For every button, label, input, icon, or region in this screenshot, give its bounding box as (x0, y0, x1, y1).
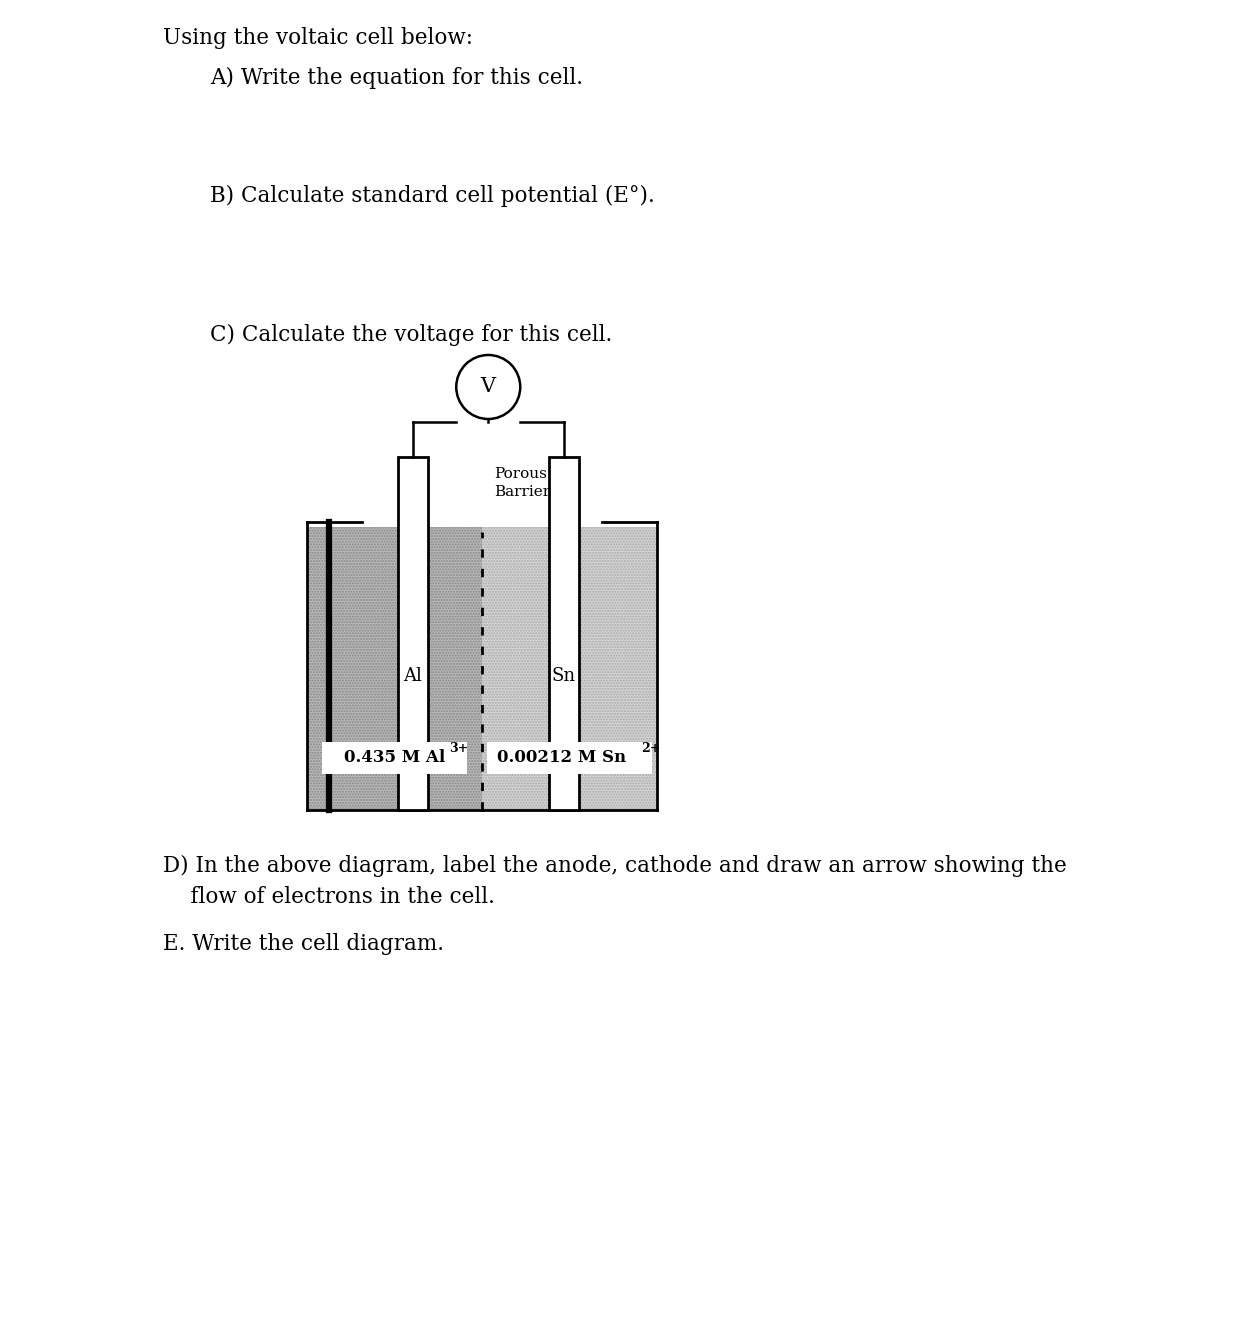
Bar (482, 527, 657, 810)
Text: V: V (481, 377, 496, 397)
Text: 0.435 M Al: 0.435 M Al (344, 750, 445, 766)
Text: D) In the above diagram, label the anode, cathode and draw an arrow showing the
: D) In the above diagram, label the anode… (163, 854, 1067, 908)
Text: B) Calculate standard cell potential (E°).: B) Calculate standard cell potential (E°… (210, 185, 655, 207)
Bar (549, 457, 579, 810)
Text: Using the voltaic cell below:: Using the voltaic cell below: (163, 27, 473, 49)
Circle shape (456, 356, 520, 418)
Text: 0.00212 M Sn: 0.00212 M Sn (497, 750, 626, 766)
Text: C) Calculate the voltage for this cell.: C) Calculate the voltage for this cell. (210, 324, 612, 346)
Bar (307, 527, 482, 810)
Bar (322, 742, 467, 774)
Text: 3+: 3+ (450, 742, 468, 755)
Text: Sn: Sn (551, 667, 575, 685)
Bar (397, 457, 428, 810)
Text: 2+: 2+ (642, 742, 661, 755)
Text: E. Write the cell diagram.: E. Write the cell diagram. (163, 933, 443, 955)
Text: Al: Al (404, 667, 422, 685)
Text: Porous: Porous (494, 467, 546, 481)
Text: A) Write the equation for this cell.: A) Write the equation for this cell. (210, 67, 582, 90)
Text: Barrier: Barrier (494, 485, 550, 499)
Bar (487, 742, 652, 774)
